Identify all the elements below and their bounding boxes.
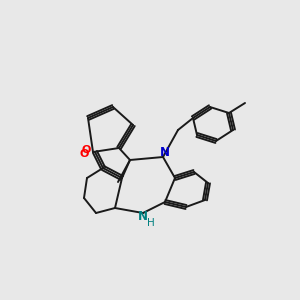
Text: N: N <box>160 146 170 160</box>
Text: H: H <box>147 218 155 228</box>
Text: O: O <box>79 149 89 159</box>
Text: O: O <box>81 145 91 155</box>
Text: N: N <box>138 211 148 224</box>
